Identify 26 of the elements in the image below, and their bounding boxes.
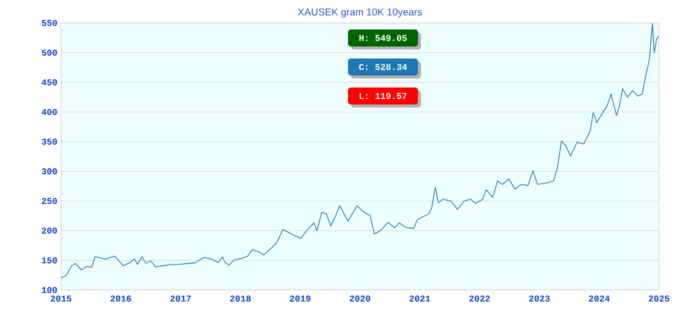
y-tick-label: 400 bbox=[42, 108, 57, 116]
x-tick-label: 2023 bbox=[529, 296, 550, 302]
line-series bbox=[61, 23, 660, 279]
x-tick-label: 2025 bbox=[648, 296, 670, 302]
y-tick-label: 150 bbox=[42, 257, 57, 264]
x-tick-label: 2021 bbox=[410, 296, 430, 302]
y-tick-label: 500 bbox=[42, 50, 57, 56]
y-tick-label: 550 bbox=[42, 20, 57, 26]
x-tick-label: 2019 bbox=[290, 296, 310, 302]
x-tick-label: 2016 bbox=[110, 296, 132, 302]
annotation: H: 549.05 bbox=[359, 34, 407, 42]
x-tick-label: 2018 bbox=[230, 296, 251, 302]
x-tick-label: 2024 bbox=[588, 296, 610, 302]
y-tick-label: 450 bbox=[42, 79, 57, 86]
x-tick-label: 2017 bbox=[170, 296, 191, 302]
y-tick-label: 300 bbox=[42, 168, 57, 174]
x-tick-label: 2015 bbox=[50, 296, 72, 302]
y-tick-label: 100 bbox=[42, 286, 57, 294]
chart-title: XAUSEK gram 10K 10years bbox=[298, 8, 422, 18]
x-tick-label: 2020 bbox=[350, 296, 370, 302]
y-tick-label: 350 bbox=[42, 138, 57, 145]
x-tick-label: 2022 bbox=[469, 296, 490, 302]
y-tick-label: 250 bbox=[42, 198, 57, 204]
annotation: C: 528.34 bbox=[359, 64, 407, 70]
annotation: L: 119.57 bbox=[360, 92, 407, 100]
y-tick-label: 200 bbox=[42, 228, 57, 234]
